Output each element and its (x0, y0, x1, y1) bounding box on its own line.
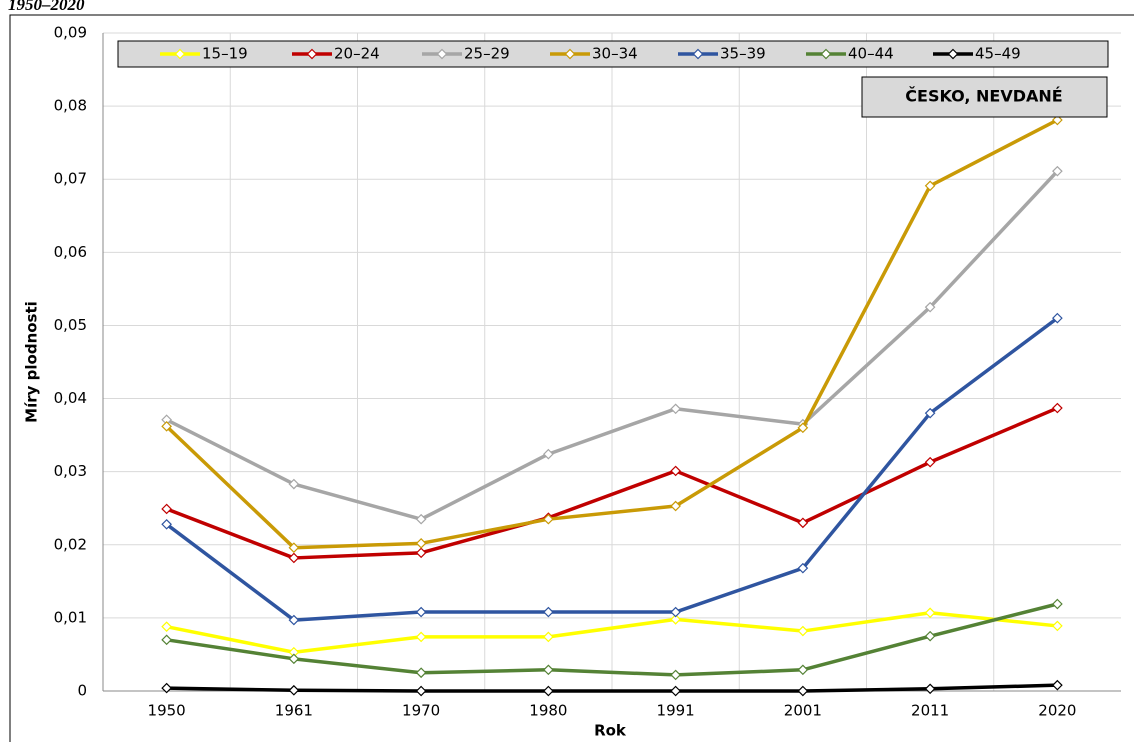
legend-label: 25–29 (464, 45, 510, 63)
data-point (1052, 598, 1063, 610)
data-point (1052, 312, 1063, 324)
data-point (924, 683, 936, 695)
data-point (161, 518, 172, 530)
series-line (165, 169, 1059, 521)
series-line (166, 611, 1058, 655)
data-point (161, 621, 172, 633)
data-point (161, 420, 172, 432)
y-tick-label: 0,03 (54, 462, 87, 480)
x-tick-label: 1950 (148, 702, 186, 720)
data-point (797, 685, 809, 697)
data-point (415, 513, 427, 525)
annotation-box (861, 76, 1108, 118)
series-line (166, 683, 1058, 693)
legend-marker (564, 48, 576, 60)
data-point (543, 685, 554, 697)
data-point (161, 682, 172, 694)
data-point (670, 403, 681, 415)
series-line (165, 316, 1059, 622)
y-tick-label: 0,05 (54, 316, 87, 334)
y-tick-label: 0,07 (54, 170, 87, 188)
y-tick-label: 0,09 (54, 24, 87, 42)
legend-marker (174, 48, 186, 60)
legend-marker (692, 48, 704, 60)
series-line (166, 602, 1058, 677)
data-point (543, 513, 554, 525)
chart-frame (9, 14, 1134, 746)
legend-label: 45–49 (975, 45, 1021, 63)
x-tick-label: 2020 (1038, 702, 1076, 720)
y-tick-label: 0,01 (54, 608, 87, 626)
x-tick-label: 2001 (784, 702, 822, 720)
data-point (288, 653, 300, 665)
data-point (543, 664, 554, 676)
legend-marker (947, 48, 959, 60)
annotation: ČESKO, NEVDANÉ (905, 87, 1062, 106)
data-point (924, 456, 936, 468)
legend-label: 40–44 (848, 45, 894, 63)
data-point (924, 607, 936, 619)
y-axis-label: Míry plodnosti (23, 301, 41, 423)
data-point (797, 422, 809, 434)
data-point (1052, 620, 1063, 632)
legend-label: 20–24 (334, 45, 380, 63)
x-axis-label: Rok (594, 722, 627, 740)
data-point (670, 614, 681, 625)
data-point (288, 478, 300, 490)
data-point (797, 562, 809, 574)
legend-marker (306, 48, 318, 60)
data-point (670, 465, 681, 477)
data-point (924, 630, 936, 642)
y-tick-label: 0,02 (54, 535, 87, 553)
data-point (797, 517, 809, 529)
data-point (543, 448, 554, 460)
data-point (797, 625, 809, 637)
data-point (415, 667, 427, 679)
legend-label: 15–19 (202, 45, 248, 63)
y-tick-label: 0,08 (54, 97, 87, 115)
data-point (288, 684, 300, 696)
data-point (1052, 679, 1063, 691)
x-tick-label: 1980 (529, 702, 567, 720)
legend-marker (820, 48, 832, 60)
legend-label: 35–39 (720, 45, 766, 63)
data-point (1052, 402, 1063, 414)
x-tick-label: 1961 (275, 702, 313, 720)
data-point (161, 503, 172, 515)
data-point (797, 664, 809, 676)
data-point (415, 631, 427, 643)
data-point (415, 537, 427, 549)
x-tick-label: 2011 (911, 702, 949, 720)
y-tick-label: 0,04 (54, 389, 87, 407)
data-point (288, 542, 300, 554)
data-point (161, 634, 172, 646)
data-point (543, 631, 554, 643)
legend-label: 30–34 (592, 45, 638, 63)
data-point (415, 606, 427, 618)
data-point (670, 500, 681, 512)
data-point (924, 407, 936, 419)
data-point (670, 685, 681, 697)
data-point (1052, 165, 1063, 177)
y-tick-label: 0 (77, 682, 87, 700)
data-point (924, 301, 936, 313)
chart-title: 1950–2020 (8, 0, 85, 14)
x-tick-label: 1970 (402, 702, 440, 720)
data-point (415, 685, 427, 697)
legend-marker (436, 48, 448, 60)
data-point (924, 180, 936, 192)
data-point (670, 669, 681, 681)
x-tick-label: 1991 (657, 702, 695, 720)
data-point (670, 606, 681, 618)
data-point (1052, 114, 1063, 126)
y-tick-label: 0,06 (54, 243, 87, 261)
series-line (165, 406, 1059, 560)
data-point (288, 552, 300, 564)
data-point (543, 606, 554, 618)
series-line (165, 118, 1059, 550)
data-point (288, 614, 300, 626)
data-point (415, 547, 427, 559)
